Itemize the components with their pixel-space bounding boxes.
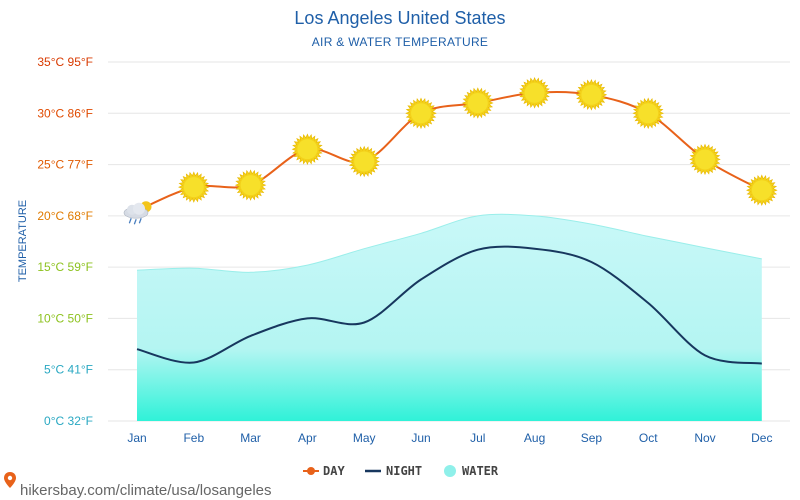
x-axis-ticks: Jan Feb Mar Apr May Jun Jul Aug Sep Oct Nov Dec <box>127 431 772 445</box>
y-tick-label: 0°C 32°F <box>44 414 93 428</box>
legend-item-water[interactable]: WATER <box>444 464 499 478</box>
y-tick-label: 5°C 41°F <box>44 363 93 377</box>
y-tick-label: 30°C 86°F <box>37 106 93 120</box>
y-tick-label: 25°C 77°F <box>37 158 93 172</box>
map-pin-icon <box>4 472 16 488</box>
y-tick-label: 20°C 68°F <box>37 209 93 223</box>
water-area <box>137 214 762 421</box>
y-tick-label: 10°C 50°F <box>37 311 93 325</box>
watermark[interactable]: hikersbay.com/climate/usa/losangeles <box>4 472 272 499</box>
legend: DAY NIGHT WATER <box>303 464 499 478</box>
partly-cloudy-rain-icon <box>123 201 152 225</box>
legend-day-marker <box>307 467 315 475</box>
x-tick-label: Dec <box>751 431 772 445</box>
legend-water-marker <box>444 465 456 477</box>
x-tick-label: Jul <box>470 431 485 445</box>
x-tick-label: Jun <box>411 431 430 445</box>
legend-day-label: DAY <box>323 464 345 478</box>
sun-icon <box>348 145 380 178</box>
sun-icon <box>234 169 267 201</box>
sun-icon <box>689 143 721 176</box>
sun-icon <box>518 77 551 109</box>
x-tick-label: Oct <box>639 431 658 445</box>
chart-subtitle: AIR & WATER TEMPERATURE <box>312 35 488 49</box>
x-tick-label: Nov <box>694 431 715 445</box>
y-axis-label: TEMPERATURE <box>17 200 29 282</box>
water-line <box>136 213 762 273</box>
watermark-text: hikersbay.com/climate/usa/losangeles <box>20 482 272 499</box>
x-tick-label: Aug <box>524 431 545 445</box>
sun-icon <box>178 171 210 203</box>
sun-icon <box>632 97 664 130</box>
night-line <box>136 245 762 365</box>
x-tick-label: Feb <box>183 431 204 445</box>
sun-icon <box>746 174 778 206</box>
chart-title: Los Angeles United States <box>294 8 505 28</box>
x-tick-label: Sep <box>581 431 603 445</box>
legend-item-day[interactable]: DAY <box>303 464 345 478</box>
day-line <box>136 90 763 212</box>
sun-icon <box>405 97 437 130</box>
y-axis-ticks: 0°C 32°F 5°C 41°F 10°C 50°F 15°C 59°F 20°C 6… <box>37 55 93 428</box>
water-series <box>136 213 762 421</box>
sun-icon <box>462 87 494 119</box>
y-tick-label: 15°C 59°F <box>37 260 93 274</box>
x-tick-label: Apr <box>298 431 317 445</box>
sun-icon <box>291 133 324 165</box>
legend-night-label: NIGHT <box>386 464 422 478</box>
y-tick-label: 35°C 95°F <box>37 55 93 69</box>
sun-icon <box>575 79 608 111</box>
night-series <box>136 245 762 365</box>
legend-water-label: WATER <box>462 464 499 478</box>
legend-item-night[interactable]: NIGHT <box>365 464 422 478</box>
x-tick-label: Jan <box>127 431 146 445</box>
x-tick-label: May <box>353 431 376 445</box>
x-tick-label: Mar <box>240 431 261 445</box>
day-series <box>123 77 778 225</box>
